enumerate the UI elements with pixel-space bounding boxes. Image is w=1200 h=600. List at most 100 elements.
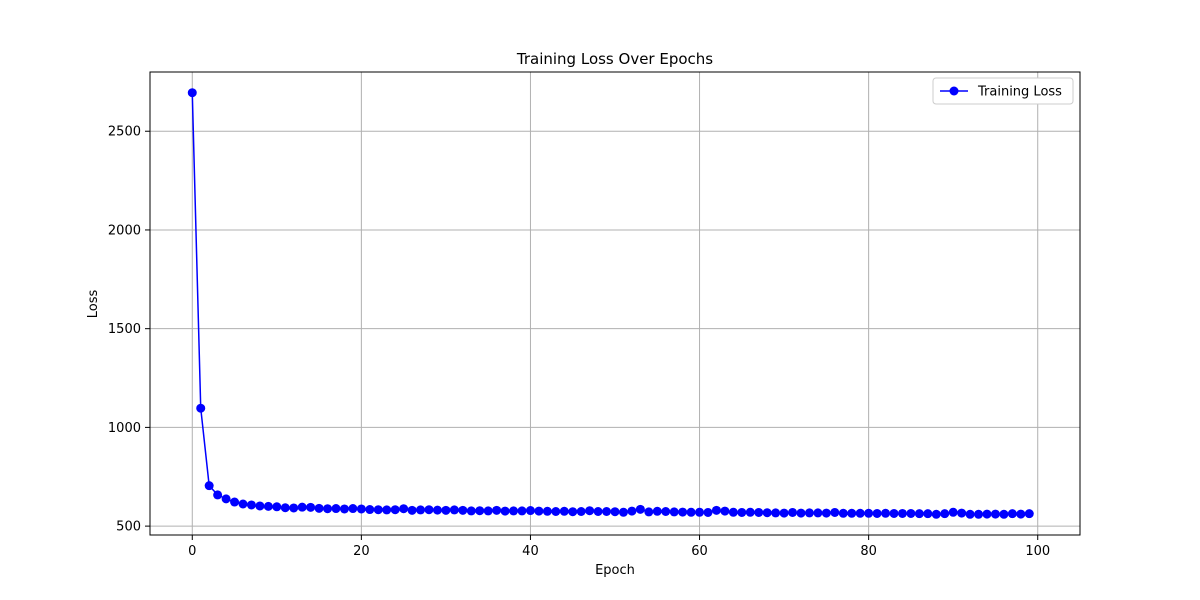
- data-point: [585, 506, 595, 516]
- data-point: [1016, 509, 1026, 519]
- data-point: [246, 500, 256, 510]
- series-layer: [187, 88, 1034, 519]
- data-point: [703, 507, 713, 517]
- data-point: [728, 507, 738, 517]
- data-point: [830, 507, 840, 517]
- data-point: [754, 507, 764, 517]
- data-point: [872, 508, 882, 518]
- y-tick-label: 1500: [108, 322, 141, 337]
- data-point: [441, 505, 451, 515]
- data-point: [492, 505, 502, 515]
- data-point: [238, 499, 248, 509]
- data-point: [255, 501, 265, 511]
- data-point: [230, 497, 240, 507]
- data-point: [365, 505, 375, 515]
- data-point: [280, 503, 290, 513]
- data-point: [931, 509, 941, 519]
- data-point: [356, 504, 366, 514]
- data-point: [534, 506, 544, 516]
- data-point: [306, 502, 316, 512]
- x-tick-label: 80: [860, 544, 877, 559]
- data-point: [221, 494, 231, 504]
- data-point: [213, 490, 223, 500]
- y-tick-label: 2000: [108, 223, 141, 238]
- plot-frame: [149, 71, 1081, 536]
- data-point: [720, 506, 730, 516]
- data-point: [847, 508, 857, 518]
- data-point: [948, 507, 958, 517]
- data-point: [779, 508, 789, 518]
- data-point: [678, 507, 688, 517]
- data-point: [576, 507, 586, 516]
- data-point: [796, 508, 806, 518]
- y-tick-label: 2500: [108, 125, 141, 140]
- data-point: [804, 508, 814, 518]
- data-point: [593, 507, 603, 516]
- data-point: [297, 502, 307, 512]
- data-point: [982, 509, 992, 519]
- data-point: [686, 507, 696, 517]
- x-tick-label: 20: [353, 544, 370, 559]
- data-point: [289, 503, 299, 513]
- data-point: [1007, 509, 1017, 519]
- y-axis-ticks: 500 1000 1500 2000 2500: [108, 125, 150, 535]
- data-point: [897, 508, 907, 518]
- data-point: [864, 508, 874, 518]
- data-point: [965, 509, 975, 519]
- data-point: [881, 508, 891, 518]
- data-point: [923, 509, 933, 519]
- y-tick-label: 500: [116, 520, 141, 535]
- x-tick-label: 40: [522, 544, 539, 559]
- data-point: [196, 403, 206, 413]
- data-point: [509, 506, 519, 516]
- x-axis-ticks: 0 20 40 60 80 100: [188, 535, 1050, 559]
- data-point: [990, 509, 1000, 519]
- data-point: [821, 508, 831, 518]
- legend-label: Training Loss: [977, 85, 1062, 100]
- data-point: [940, 509, 950, 519]
- data-point: [711, 505, 721, 515]
- data-point: [559, 506, 569, 516]
- x-tick-label: 100: [1025, 544, 1050, 559]
- data-point: [458, 505, 468, 515]
- data-point: [737, 507, 747, 517]
- data-point: [466, 506, 476, 516]
- data-point: [1024, 509, 1034, 519]
- data-point: [525, 506, 535, 516]
- data-point: [602, 507, 612, 516]
- data-point: [339, 504, 349, 514]
- series-line: [191, 92, 1030, 516]
- data-point: [635, 504, 645, 514]
- data-point: [652, 506, 662, 516]
- data-point: [424, 505, 434, 515]
- data-point: [517, 506, 527, 516]
- data-point: [610, 507, 620, 517]
- data-point: [331, 504, 341, 514]
- data-point: [855, 508, 865, 518]
- data-point: [432, 505, 442, 515]
- data-point: [475, 506, 485, 516]
- y-tick-label: 1000: [108, 421, 141, 436]
- chart-title: Training Loss Over Epochs: [516, 50, 713, 68]
- data-point: [568, 507, 578, 517]
- data-point: [813, 508, 823, 518]
- data-point: [999, 509, 1009, 519]
- data-point: [263, 501, 273, 511]
- data-point: [272, 502, 282, 512]
- data-point: [483, 506, 493, 516]
- data-point: [745, 507, 755, 517]
- data-point: [838, 508, 848, 518]
- data-point: [399, 504, 409, 514]
- x-tick-label: 0: [188, 544, 196, 559]
- legend-box: [932, 77, 1074, 105]
- data-point: [669, 507, 679, 517]
- data-point: [762, 508, 772, 518]
- data-point: [551, 507, 561, 516]
- x-axis-label: Epoch: [595, 563, 635, 578]
- data-point: [914, 509, 924, 519]
- data-point: [957, 508, 967, 518]
- data-point: [382, 505, 392, 515]
- data-point: [500, 506, 510, 516]
- data-point: [661, 507, 671, 516]
